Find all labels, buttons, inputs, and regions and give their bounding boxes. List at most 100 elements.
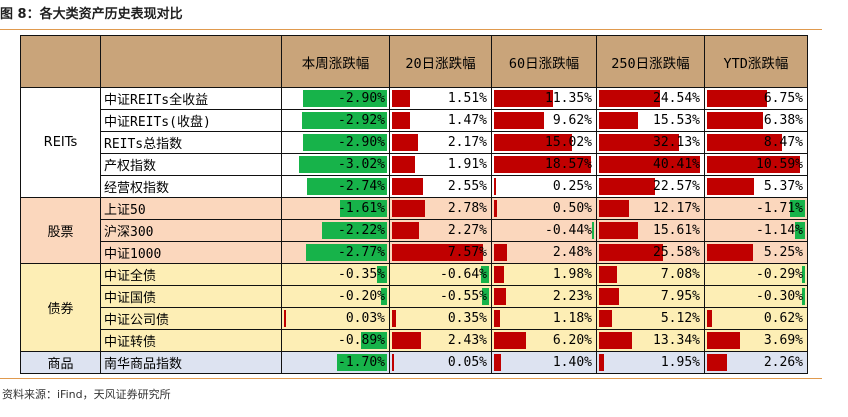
cell-20d: 2.55%	[389, 175, 492, 198]
cell-60d: 1.98%	[491, 263, 597, 286]
asset-name: 中证REITs(收盘)	[100, 109, 282, 132]
cell-20d: 2.27%	[389, 219, 492, 242]
positive-bar	[599, 178, 656, 195]
value-label: -2.77%	[338, 245, 385, 260]
positive-bar	[494, 266, 505, 283]
negative-bar	[802, 288, 805, 305]
positive-bar	[392, 90, 411, 107]
bottom-rule	[0, 378, 822, 379]
value-label: -0.29%	[756, 267, 803, 282]
positive-bar	[494, 310, 501, 327]
positive-bar	[494, 156, 591, 173]
cell-week: -0.20%	[281, 285, 390, 308]
value-label: 2.43%	[447, 333, 487, 348]
cell-20d: 2.78%	[389, 197, 492, 220]
positive-bar	[599, 112, 638, 129]
cell-250d: 7.08%	[596, 263, 705, 286]
cell-week: -2.92%	[281, 109, 390, 132]
table-row: 中证REITs(收盘) -2.92% 1.47% 9.62% 15.53% 6.38%	[21, 109, 808, 132]
header-blank-name	[100, 35, 282, 88]
group-label: REITs	[20, 87, 101, 198]
positive-bar	[599, 244, 663, 261]
asset-name: REITs总指数	[100, 131, 282, 154]
cell-250d: 25.58%	[596, 241, 705, 264]
positive-bar	[599, 266, 617, 283]
cell-ytd: 8.47%	[704, 131, 808, 154]
positive-bar	[494, 332, 527, 349]
asset-name: 经营权指数	[100, 175, 282, 198]
value-label: 13.34%	[653, 333, 700, 348]
value-label: 0.35%	[447, 311, 487, 326]
figure-title: 图 8：各大类资产历史表现对比	[0, 7, 183, 22]
value-label: 1.98%	[552, 267, 592, 282]
value-label: -1.71%	[756, 201, 803, 216]
value-label: 7.08%	[660, 267, 700, 282]
positive-bar	[392, 332, 422, 349]
positive-bar	[707, 354, 727, 371]
cell-250d: 1.95%	[596, 351, 705, 374]
positive-bar	[392, 134, 419, 151]
group-label: 债券	[20, 263, 101, 352]
cell-60d: 11.35%	[491, 87, 597, 110]
cell-week: -0.89%	[281, 329, 390, 352]
value-label: 2.78%	[447, 201, 487, 216]
table-row: 中证国债 -0.20% -0.55% 2.23% 7.95% -0.30%	[21, 285, 808, 308]
asset-name: 上证50	[100, 197, 282, 220]
cell-60d: 0.50%	[491, 197, 597, 220]
cell-250d: 24.54%	[596, 87, 705, 110]
value-label: 0.50%	[552, 201, 592, 216]
negative-bar	[302, 90, 387, 107]
positive-bar	[707, 156, 801, 173]
cell-week: -2.74%	[281, 175, 390, 198]
value-label: -2.90%	[338, 91, 385, 106]
table-row: 产权指数 -3.02% 1.91% 18.57% 40.41% 10.59%	[21, 153, 808, 176]
positive-bar	[599, 354, 604, 371]
cell-ytd: -0.29%	[704, 263, 808, 286]
positive-bar	[392, 112, 410, 129]
positive-bar	[494, 244, 507, 261]
table-row: 中证转债 -0.89% 2.43% 6.20% 13.34% 3.69%	[21, 329, 808, 352]
value-label: 0.03%	[345, 311, 385, 326]
value-label: 0.25%	[552, 179, 592, 194]
cell-20d: 0.35%	[389, 307, 492, 330]
cell-60d: 18.57%	[491, 153, 597, 176]
positive-bar	[599, 134, 679, 151]
negative-bar	[340, 200, 387, 217]
cell-250d: 13.34%	[596, 329, 705, 352]
positive-bar	[599, 288, 619, 305]
cell-week: -1.70%	[281, 351, 390, 374]
value-label: 3.69%	[763, 333, 803, 348]
cell-ytd: 0.62%	[704, 307, 808, 330]
top-rule	[0, 29, 822, 30]
table-row: 经营权指数 -2.74% 2.55% 0.25% 22.57% 5.37%	[21, 175, 808, 198]
asset-name: 沪深300	[100, 219, 282, 242]
value-label: 2.26%	[763, 355, 803, 370]
asset-name: 南华商品指数	[100, 351, 282, 374]
value-label: 9.62%	[552, 113, 592, 128]
positive-bar	[494, 200, 497, 217]
positive-bar	[599, 310, 612, 327]
positive-bar	[707, 244, 754, 261]
value-label: -0.30%	[756, 289, 803, 304]
negative-bar	[299, 156, 387, 173]
cell-20d: 1.51%	[389, 87, 492, 110]
value-label: 7.95%	[660, 289, 700, 304]
value-label: 1.51%	[447, 91, 487, 106]
value-label: 1.91%	[447, 157, 487, 172]
cell-week: 0.03%	[281, 307, 390, 330]
value-label: 7.57%	[447, 245, 487, 260]
cell-60d: 0.25%	[491, 175, 597, 198]
positive-bar	[392, 244, 483, 261]
value-label: -0.35%	[338, 267, 385, 282]
value-label: 5.37%	[763, 179, 803, 194]
positive-bar	[599, 90, 661, 107]
group-label: 股票	[20, 197, 101, 264]
value-label: 2.27%	[447, 223, 487, 238]
value-label: 0.05%	[447, 355, 487, 370]
value-label: -3.02%	[338, 157, 385, 172]
negative-bar	[789, 200, 805, 217]
cell-250d: 15.53%	[596, 109, 705, 132]
negative-bar	[301, 112, 387, 129]
positive-bar	[494, 354, 502, 371]
positive-bar	[707, 90, 767, 107]
